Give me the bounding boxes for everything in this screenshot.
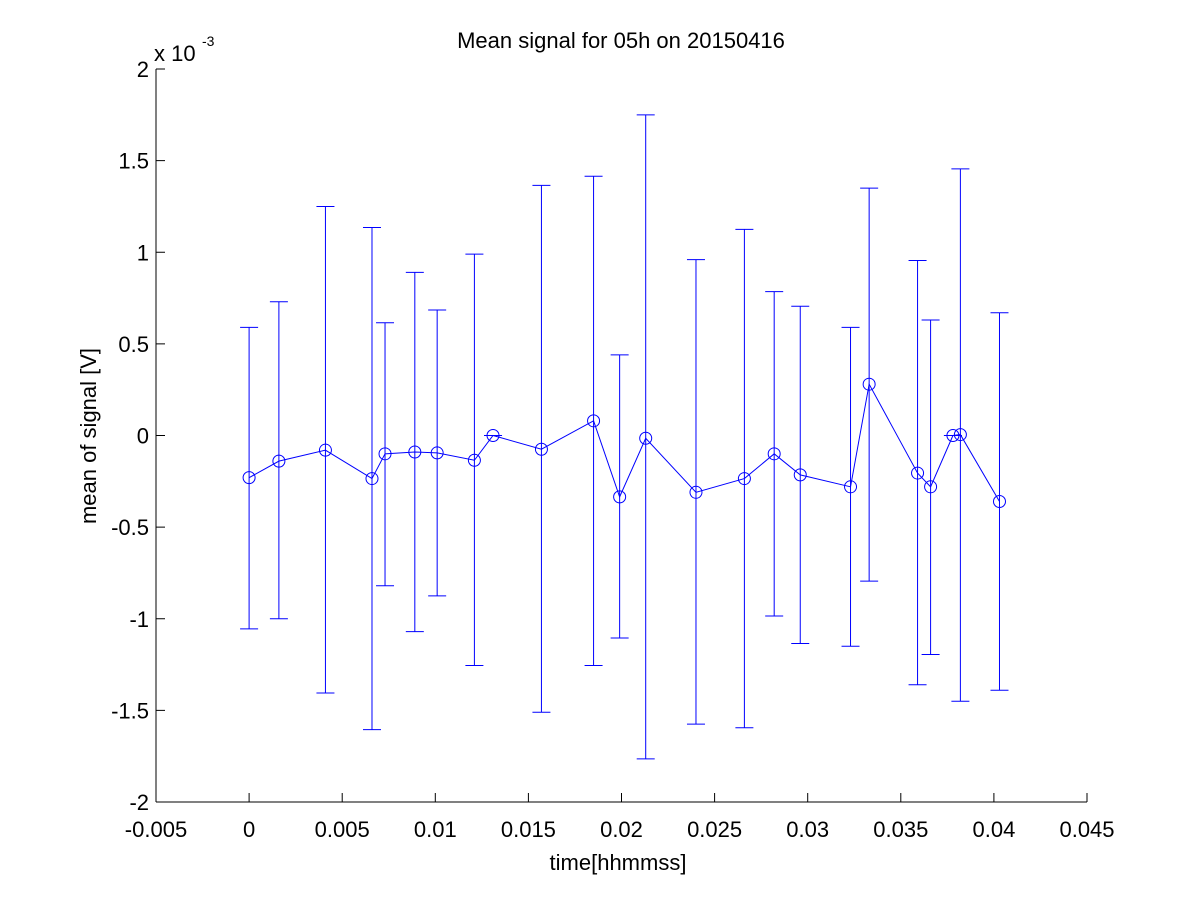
y-axis-exponent-power: -3 xyxy=(202,33,215,49)
x-tick-label: -0.005 xyxy=(125,817,187,842)
data-point-marker xyxy=(946,429,960,442)
data-point-marker xyxy=(911,466,925,480)
x-tick-label: 0.01 xyxy=(414,817,457,842)
data-point-marker xyxy=(318,443,332,457)
data-point-marker xyxy=(793,468,807,482)
data-point-marker xyxy=(639,431,653,445)
x-tick-label: 0.02 xyxy=(600,817,643,842)
labels-layer: Mean signal for 05h on 20150416 time[hhm… xyxy=(76,28,785,875)
data-point-marker xyxy=(737,472,751,486)
data-point-marker xyxy=(953,428,967,442)
data-point-marker xyxy=(767,447,781,461)
data-point-marker xyxy=(689,485,703,499)
x-tick-label: 0.015 xyxy=(501,817,556,842)
x-tick-label: 0.04 xyxy=(972,817,1015,842)
data-point-marker xyxy=(242,471,256,485)
series-line xyxy=(248,382,1000,502)
data-point-marker xyxy=(844,480,858,494)
x-tick-label: 0.025 xyxy=(687,817,742,842)
data-point-marker xyxy=(486,429,500,442)
y-tick-label: -1 xyxy=(129,607,149,632)
data-point-marker xyxy=(467,453,481,467)
y-axis-exponent-label: x 10 xyxy=(154,41,196,66)
y-tick-label: -1.5 xyxy=(111,698,149,723)
x-tick-label: 0.035 xyxy=(873,817,928,842)
x-tick-label: 0 xyxy=(243,817,255,842)
data-point-marker xyxy=(992,494,1006,508)
y-tick-label: 1.5 xyxy=(118,149,149,174)
y-tick-label: 2 xyxy=(137,57,149,82)
data-point-marker xyxy=(862,377,876,391)
axes: -0.005 0 0.005 0.01 0.015 0.02 0.025 0.03 0.035 0… xyxy=(111,57,1114,842)
chart-title: Mean signal for 05h on 20150416 xyxy=(457,28,785,53)
data-point-marker xyxy=(430,446,444,460)
y-tick-label: 0 xyxy=(137,424,149,449)
y-tick-label: 1 xyxy=(137,240,149,265)
y-tick-label: -0.5 xyxy=(111,515,149,540)
data-point-marker xyxy=(924,480,938,494)
data-point-marker xyxy=(408,445,422,459)
x-tick-label: 0.045 xyxy=(1059,817,1114,842)
data-point-marker xyxy=(587,414,601,428)
y-tick-label: 0.5 xyxy=(118,332,149,357)
data-point-marker xyxy=(365,472,379,486)
data-point-marker xyxy=(378,447,392,461)
x-tick-label: 0.03 xyxy=(786,817,829,842)
data-point-marker xyxy=(534,442,548,456)
x-tick-label: 0.005 xyxy=(315,817,370,842)
x-axis-label: time[hhmmss] xyxy=(550,850,687,875)
series-layer xyxy=(240,114,1009,760)
data-point-marker xyxy=(272,454,286,468)
data-point-marker xyxy=(613,490,627,504)
y-axis-label: mean of signal [V] xyxy=(76,348,101,524)
y-tick-label: -2 xyxy=(129,790,149,815)
